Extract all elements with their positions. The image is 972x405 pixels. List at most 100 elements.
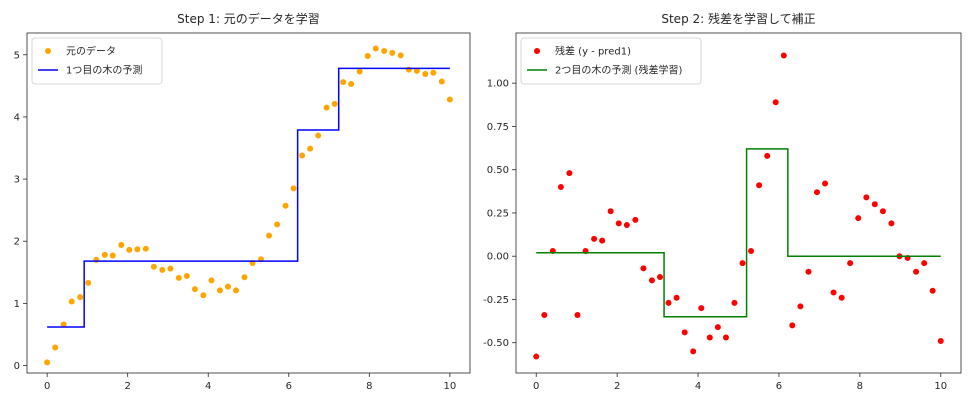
y-tick-label: 0.25 xyxy=(487,208,509,219)
data-point xyxy=(698,305,705,312)
y-tick-label: 4 xyxy=(14,112,20,123)
data-point xyxy=(150,263,157,270)
data-point xyxy=(772,99,779,106)
x-tick-label: 8 xyxy=(857,381,863,392)
data-point xyxy=(159,266,166,273)
y-tick-label: 1 xyxy=(14,299,20,310)
data-point xyxy=(413,67,420,74)
y-tick-label: 1.00 xyxy=(487,79,509,90)
x-tick-label: 0 xyxy=(44,381,50,392)
data-point xyxy=(591,235,598,242)
data-point xyxy=(60,321,67,328)
data-point xyxy=(372,45,379,52)
data-point xyxy=(888,220,895,227)
data-point xyxy=(126,246,133,253)
data-point xyxy=(68,298,75,305)
data-point xyxy=(274,221,281,228)
data-point xyxy=(241,274,248,281)
y-tick-label: -0.50 xyxy=(483,338,509,349)
data-point xyxy=(52,344,59,351)
data-point xyxy=(299,152,306,159)
data-point xyxy=(780,52,787,59)
data-point xyxy=(863,194,870,201)
data-point xyxy=(615,220,622,227)
chart-title: Step 2: 残差を学習して補正 xyxy=(661,11,815,26)
data-point xyxy=(290,185,297,192)
data-point xyxy=(216,287,223,294)
data-point xyxy=(340,79,347,86)
data-point xyxy=(764,152,771,159)
chart-panel-2: Step 2: 残差を学習して補正 0 2 4 6 8 10 -0.50 -0.25 0.00 0.… xyxy=(483,11,962,392)
axes-frame xyxy=(515,32,962,374)
data-point xyxy=(838,294,845,301)
data-point xyxy=(85,279,92,286)
data-point xyxy=(233,287,240,294)
axes-frame xyxy=(26,32,471,374)
data-point xyxy=(93,256,100,263)
data-point xyxy=(566,170,573,177)
data-point xyxy=(109,252,116,259)
legend-entry-label: 1つ目の木の予測 xyxy=(66,64,142,77)
data-point xyxy=(446,96,453,103)
data-point xyxy=(855,215,862,222)
data-point xyxy=(913,268,920,275)
data-point xyxy=(657,273,664,280)
x-tick-label: 6 xyxy=(286,381,292,392)
data-point xyxy=(623,222,630,229)
data-point xyxy=(381,48,388,55)
data-point xyxy=(405,66,412,73)
data-point xyxy=(101,251,108,258)
data-point xyxy=(937,337,944,344)
x-tick-label: 2 xyxy=(614,381,620,392)
data-point xyxy=(714,324,721,331)
y-tick-label: 2 xyxy=(14,237,20,248)
x-tick-label: 6 xyxy=(776,381,782,392)
legend-box xyxy=(520,37,702,85)
legend-marker-swatch xyxy=(534,48,540,54)
legend: 元のデータ 1つ目の木の予測 xyxy=(31,37,163,85)
data-point xyxy=(665,299,672,306)
y-tick-label: 5 xyxy=(14,50,20,61)
data-point xyxy=(191,286,198,293)
data-point xyxy=(879,208,886,215)
data-point xyxy=(77,294,84,301)
legend: 残差 (y - pred1) 2つ目の木の予測 (残差学習) xyxy=(520,37,702,85)
data-point xyxy=(307,145,314,152)
data-point xyxy=(739,260,746,267)
data-point xyxy=(921,260,928,267)
data-point xyxy=(632,216,639,223)
data-point xyxy=(389,49,396,56)
data-point xyxy=(722,334,729,341)
series-line xyxy=(47,67,450,328)
data-point xyxy=(438,78,445,85)
chart-title: Step 1: 元のデータを学習 xyxy=(177,11,320,26)
x-tick-label: 4 xyxy=(205,381,211,392)
legend-entry-label: 残差 (y - pred1) xyxy=(555,45,631,58)
data-point xyxy=(706,334,713,341)
legend-entry-label: 元のデータ xyxy=(66,45,116,58)
y-tick-label: 3 xyxy=(14,175,20,186)
data-point xyxy=(690,348,697,355)
data-point xyxy=(134,246,141,253)
data-point xyxy=(175,274,182,281)
data-point xyxy=(533,353,540,360)
legend-marker-swatch xyxy=(45,48,51,54)
y-tick-label: 0 xyxy=(14,361,20,372)
data-point xyxy=(323,104,330,111)
data-point xyxy=(200,292,207,299)
data-point xyxy=(805,268,812,275)
data-point xyxy=(142,245,149,252)
y-tick-label: 0.00 xyxy=(487,252,509,263)
data-point xyxy=(681,329,688,336)
x-tick-label: 0 xyxy=(533,381,539,392)
data-point xyxy=(813,189,820,196)
y-tick-label: -0.25 xyxy=(483,295,509,306)
data-point xyxy=(640,265,647,272)
x-tick-label: 10 xyxy=(934,381,947,392)
data-point xyxy=(748,248,755,255)
data-point xyxy=(44,359,51,366)
data-point xyxy=(224,283,231,290)
data-point xyxy=(364,53,371,59)
data-point xyxy=(208,277,215,284)
